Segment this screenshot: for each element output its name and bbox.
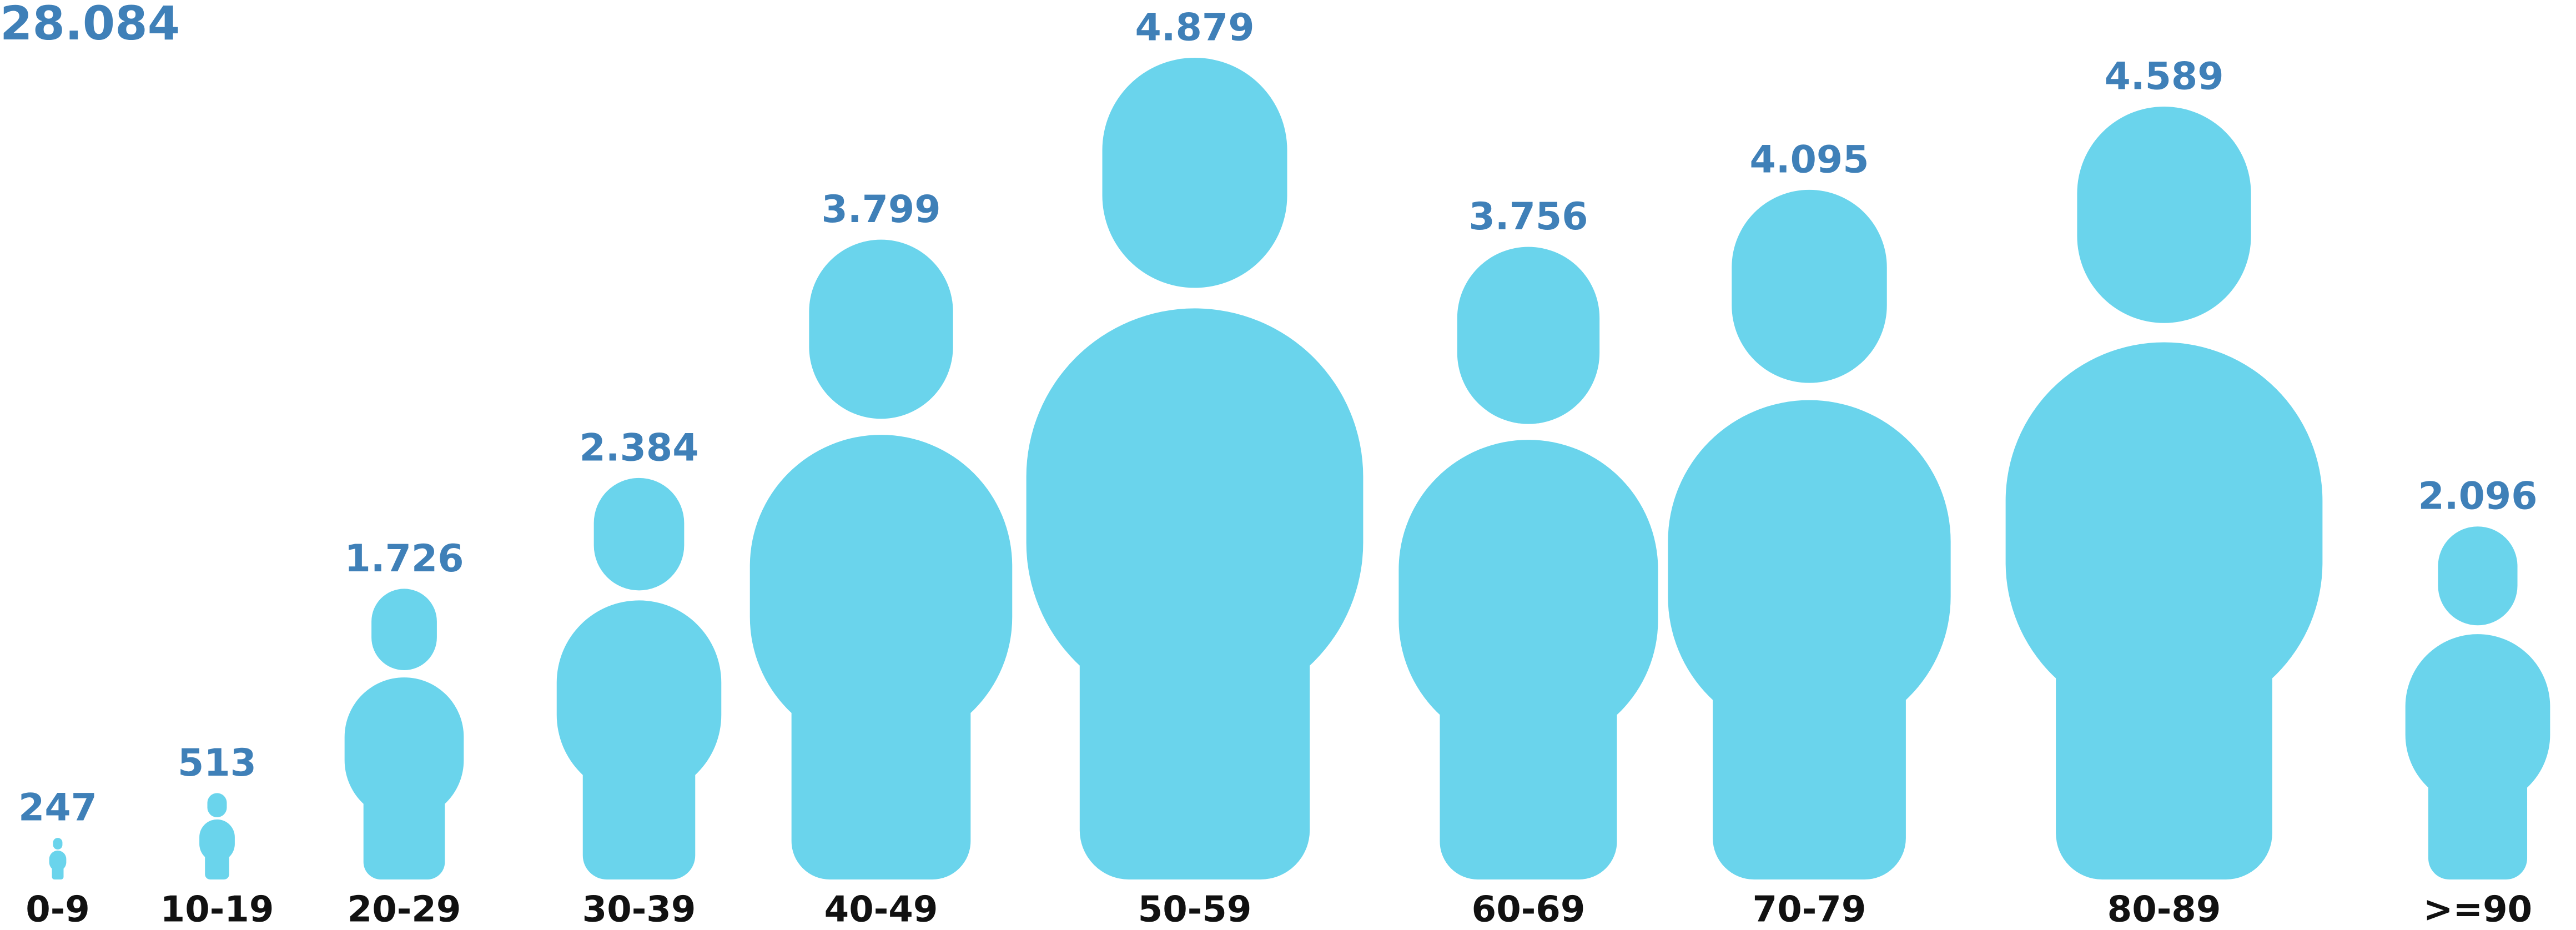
value-label: 2.096 <box>2418 475 2537 519</box>
value-label: 3.756 <box>1468 195 1588 239</box>
total-label: 28.084 <box>0 0 180 51</box>
category-label: 0-9 <box>26 889 90 930</box>
category-label: 40-49 <box>824 889 938 930</box>
person-icon <box>344 589 464 879</box>
person-icon <box>1668 189 1951 879</box>
value-label: 1.726 <box>344 537 464 581</box>
value-label: 4.589 <box>2104 55 2223 99</box>
category-label: 80-89 <box>2107 889 2221 930</box>
person-icon <box>199 793 235 879</box>
person-icon <box>749 239 1013 879</box>
person-icon <box>1026 58 1364 879</box>
value-label: 4.879 <box>1135 6 1254 50</box>
person-icon <box>556 477 722 879</box>
category-label: 20-29 <box>348 889 461 930</box>
category-label: 10-19 <box>160 889 274 930</box>
person-icon <box>49 838 67 879</box>
category-label: 70-79 <box>1753 889 1866 930</box>
person-icon <box>2005 106 2323 879</box>
category-label: 60-69 <box>1472 889 1586 930</box>
person-icon <box>2405 526 2550 879</box>
category-label: 50-59 <box>1138 889 1252 930</box>
value-label: 2.384 <box>579 426 698 470</box>
value-label: 3.799 <box>821 188 940 232</box>
category-label: >=90 <box>2423 889 2532 930</box>
category-label: 30-39 <box>582 889 696 930</box>
value-label: 247 <box>18 786 97 830</box>
person-icon <box>1398 247 1658 880</box>
value-label: 513 <box>178 741 256 785</box>
value-label: 4.095 <box>1749 138 1869 182</box>
